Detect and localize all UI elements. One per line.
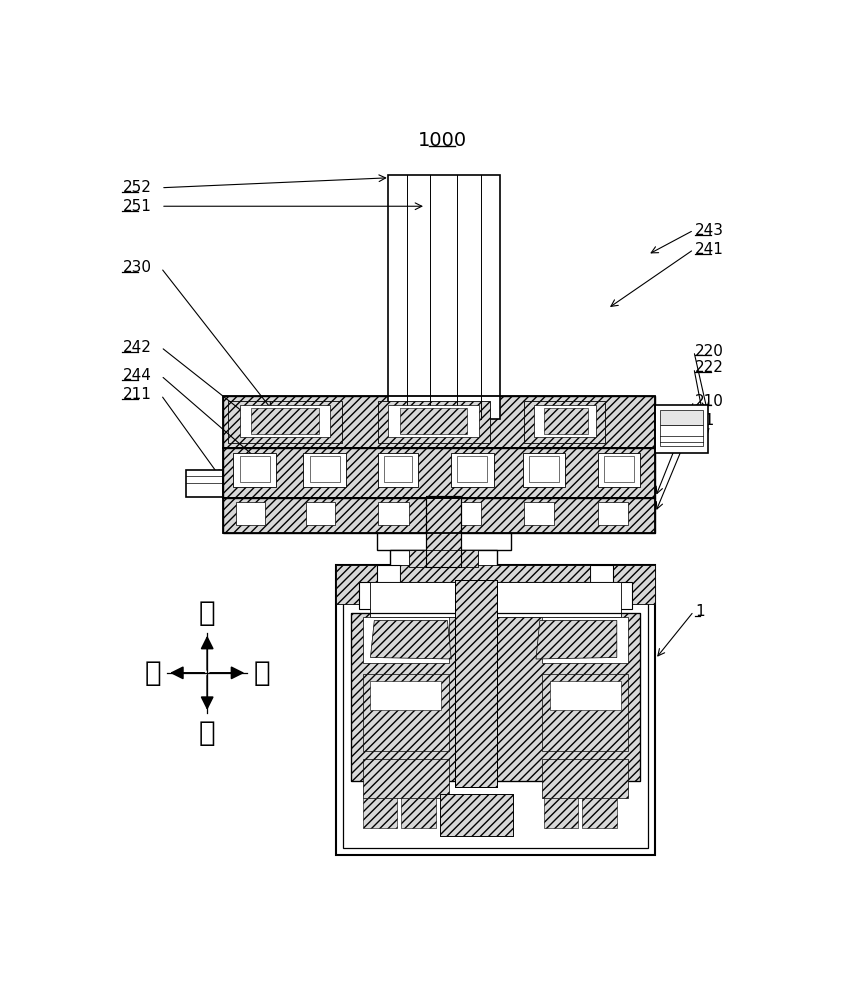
Bar — [251, 408, 319, 434]
Bar — [303, 453, 346, 487]
Bar — [452, 453, 493, 487]
Bar — [400, 565, 590, 584]
Bar — [233, 453, 276, 487]
Bar — [389, 550, 498, 567]
Text: 230: 230 — [123, 260, 152, 275]
Text: 下: 下 — [199, 719, 216, 747]
Polygon shape — [536, 620, 617, 659]
Bar — [378, 502, 409, 525]
Bar — [542, 617, 629, 663]
Bar — [363, 759, 449, 798]
Bar — [582, 798, 617, 828]
Text: 252: 252 — [123, 180, 152, 195]
Bar — [377, 533, 511, 550]
Polygon shape — [371, 620, 452, 659]
Bar — [351, 613, 640, 781]
Bar — [389, 405, 479, 437]
Bar — [409, 550, 478, 567]
Bar — [400, 408, 468, 434]
Bar — [604, 456, 634, 482]
Bar — [222, 498, 655, 533]
Bar — [222, 448, 655, 498]
Bar — [455, 580, 498, 787]
Bar — [426, 496, 461, 567]
Bar — [186, 470, 222, 497]
Text: 251: 251 — [123, 199, 152, 214]
Bar — [389, 175, 500, 419]
Bar — [597, 565, 655, 604]
Bar — [371, 681, 441, 710]
Text: 244: 244 — [123, 368, 152, 383]
Text: 211: 211 — [123, 387, 152, 402]
Bar — [597, 453, 640, 487]
Text: 210: 210 — [695, 394, 724, 409]
Bar — [544, 408, 589, 434]
Bar — [363, 798, 397, 828]
Text: 右: 右 — [253, 659, 270, 687]
Bar — [598, 502, 628, 525]
Text: 1000: 1000 — [417, 131, 467, 150]
Bar — [523, 453, 565, 487]
Bar — [544, 798, 579, 828]
Bar — [306, 502, 335, 525]
Bar — [458, 456, 487, 482]
Bar — [455, 798, 490, 828]
Bar — [426, 496, 461, 567]
Bar — [351, 613, 640, 781]
Bar — [590, 565, 613, 604]
Bar — [534, 405, 596, 437]
Bar — [377, 565, 400, 604]
Bar — [363, 674, 449, 751]
Bar — [525, 401, 605, 443]
Bar — [228, 401, 342, 443]
Bar — [363, 617, 449, 663]
Bar — [239, 456, 269, 482]
Bar — [371, 582, 620, 617]
Bar — [455, 580, 498, 787]
Bar — [401, 798, 436, 828]
Bar — [660, 425, 703, 446]
Bar — [236, 502, 265, 525]
Text: 243: 243 — [695, 223, 724, 238]
Bar — [222, 396, 655, 448]
Bar — [542, 674, 629, 751]
Text: 242: 242 — [123, 340, 152, 355]
Text: 左: 左 — [144, 659, 161, 687]
Bar — [309, 456, 340, 482]
Bar — [655, 405, 708, 453]
Bar — [660, 410, 703, 425]
Bar — [440, 794, 513, 836]
Text: 222: 222 — [695, 360, 724, 375]
Bar — [359, 582, 632, 609]
Bar — [525, 502, 554, 525]
Text: 1: 1 — [695, 604, 705, 619]
Text: 220: 220 — [695, 344, 724, 359]
Bar — [440, 794, 513, 836]
Bar — [378, 401, 490, 443]
Bar — [336, 565, 394, 604]
Bar — [222, 396, 655, 448]
Bar — [336, 565, 655, 855]
Bar — [222, 498, 655, 533]
Bar — [384, 456, 412, 482]
Bar — [343, 573, 648, 848]
Bar — [239, 405, 331, 437]
Bar — [452, 502, 481, 525]
Bar — [222, 448, 655, 498]
Text: 11: 11 — [695, 413, 715, 428]
Text: 上: 上 — [199, 599, 216, 627]
Bar — [378, 453, 418, 487]
Text: 241: 241 — [695, 242, 724, 257]
Bar — [542, 759, 629, 798]
Bar — [550, 681, 620, 710]
Bar — [529, 456, 559, 482]
